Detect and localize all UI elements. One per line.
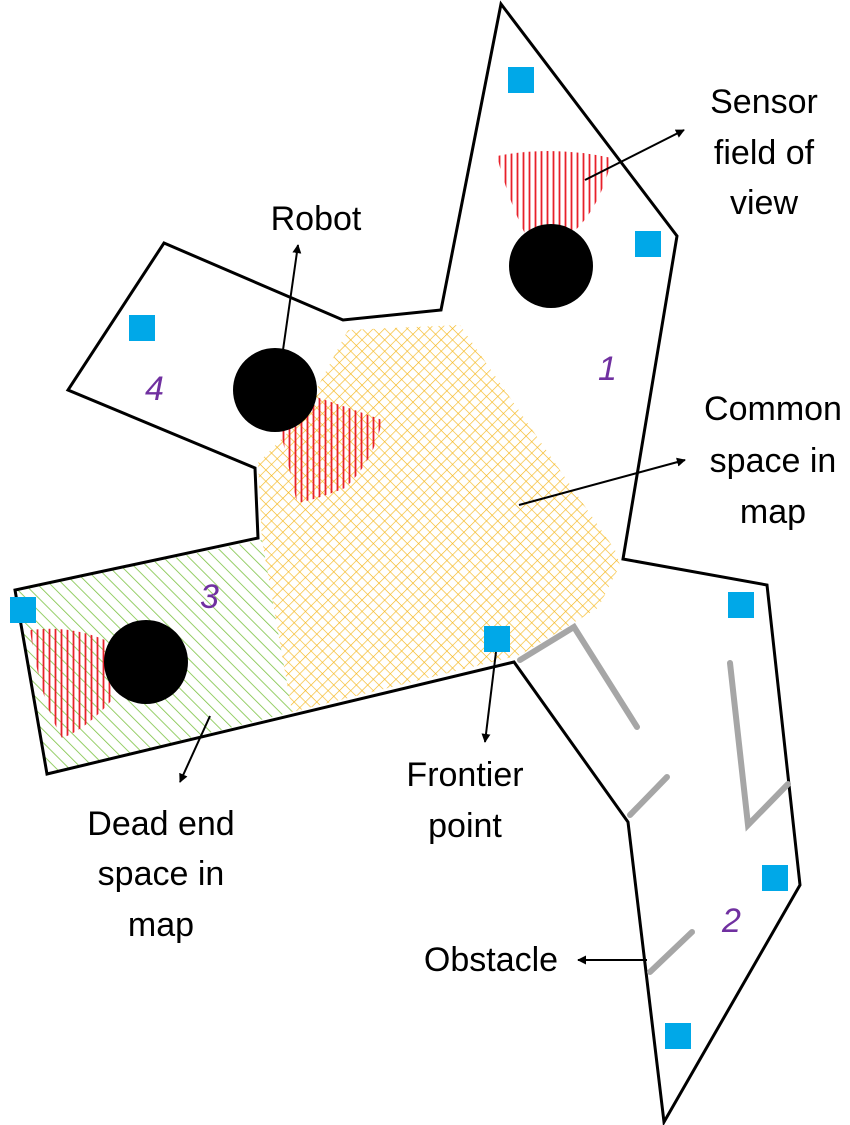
sensor-label-line-1: Sensor: [710, 83, 818, 121]
region-number-2: 2: [721, 902, 741, 940]
dead-end-label-line-1: Dead end: [87, 805, 234, 843]
frontier-point: [129, 315, 155, 341]
sensor-label-line-2: field of: [714, 134, 815, 172]
obstacle: [517, 622, 640, 730]
map-outline: [13, 0, 802, 1125]
frontier-point: [10, 597, 36, 623]
frontier-points: [10, 67, 788, 1049]
sensor-label: Sensor field of view: [710, 83, 818, 222]
common-arrow: [518, 457, 686, 506]
frontier-point: [635, 231, 661, 257]
frontier-point: [728, 592, 754, 618]
sensor-label-line-3: view: [730, 184, 798, 222]
robot-region-4: [233, 348, 317, 432]
region-number-1: 1: [598, 350, 617, 388]
common-label-line-2: space in: [710, 442, 837, 480]
frontier-point: [762, 865, 788, 891]
frontier-point: [665, 1023, 691, 1049]
robot-arrow: [282, 244, 302, 351]
frontier-point: [508, 67, 534, 93]
obstacle-label: Obstacle: [424, 941, 558, 979]
region-number-3: 3: [200, 578, 219, 616]
robot-label: Robot: [271, 200, 362, 238]
obstacle: [727, 660, 791, 832]
frontier-label-line-2: point: [428, 807, 502, 845]
annotation-arrows: [179, 129, 686, 965]
common-label-line-3: map: [740, 493, 806, 531]
obstacle: [647, 929, 695, 975]
sensor-field-of-view-3: [30, 628, 112, 738]
common-label-line-1: Common: [704, 390, 842, 428]
obstacle: [627, 774, 670, 818]
dead-end-label-line-3: map: [128, 906, 194, 944]
frontier-arrow: [481, 651, 497, 743]
robot-region-3: [104, 620, 188, 704]
frontier-label-line-1: Frontier: [406, 756, 523, 794]
dead-end-arrow: [179, 715, 211, 783]
dead-end-label: Dead end space in map: [87, 805, 234, 944]
frontier-point: [484, 626, 510, 652]
sensor-field-of-view-1: [497, 150, 612, 240]
dead-end-label-line-2: space in: [98, 855, 225, 893]
frontier-label: Frontier point: [406, 756, 523, 845]
sensor-field-of-view-4: [278, 395, 382, 503]
common-label: Common space in map: [704, 390, 842, 531]
region-number-4: 4: [145, 370, 164, 408]
obstacles: [517, 622, 791, 975]
robot-region-1: [509, 224, 593, 308]
sensor-arrow: [584, 129, 685, 181]
